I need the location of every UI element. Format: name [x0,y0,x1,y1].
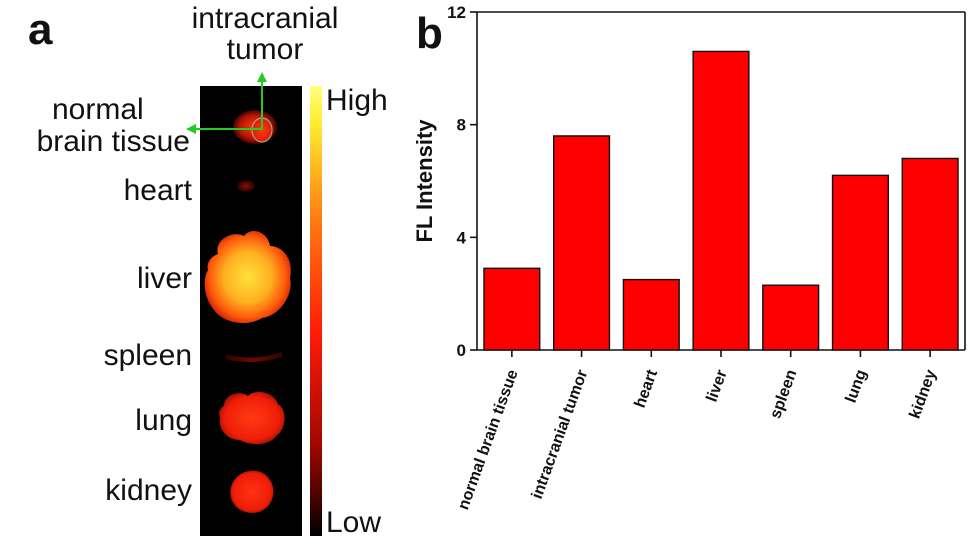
heart-label: heart [123,174,192,207]
x-tick-label: intracranial tumor [529,368,592,502]
normal-arrow-line [196,82,263,130]
lung-signal [219,391,285,445]
spleen-signal [226,352,282,363]
y-tick-label: 0 [457,341,466,360]
x-tick-label: spleen [767,368,800,421]
bar-heart [622,278,680,351]
spleen-label: spleen [103,339,192,372]
bar-spleen [762,284,820,351]
scale-low-label: Low [326,506,382,539]
liver-label: liver [136,262,192,295]
x-tick-label: heart [632,367,662,410]
bar-kidney [901,157,959,351]
bar-liver [692,50,750,351]
fluorescence-image [200,86,302,536]
scale-high-label: High [326,84,388,117]
bar-chart: FL Intensity 0 4 8 12 normal brain tissue in… [412,3,966,512]
annotation-arrows [186,72,267,134]
x-tick-label: lung [843,368,871,406]
normal-brain-tissue-label: normal brain tissue [0,94,190,157]
x-tick-label: kidney [907,367,940,421]
x-tick-label: normal brain tissue [455,367,521,512]
tumor-label-line2: tumor [226,32,304,66]
kidney-label: kidney [105,474,192,507]
tumor-label-line1: intracranial [191,2,339,35]
y-axis-label: FL Intensity [412,119,437,243]
normal-arrow-head [186,124,196,134]
x-tick-label: liver [704,368,731,405]
kidney-signal [230,470,274,513]
bar-lung [831,174,890,351]
bar-intracranial-tumor [552,135,611,351]
normal-label-line1: normal [52,93,144,126]
panel-b-letter: b [416,9,443,58]
color-scale-bar [310,86,322,536]
y-tick-label: 4 [457,228,467,247]
intracranial-tumor-label: intracranial tumor [150,2,380,66]
y-tick-label: 8 [457,116,466,135]
y-tick-label: 12 [447,3,466,22]
panel-a-letter: a [28,5,53,54]
bar-normal-brain-tissue [483,267,541,351]
normal-label-line2: brain tissue [36,124,190,158]
heart-signal [237,180,255,192]
lung-label: lung [135,404,192,437]
liver-signal [204,231,291,324]
tumor-arrow-head [257,72,267,82]
